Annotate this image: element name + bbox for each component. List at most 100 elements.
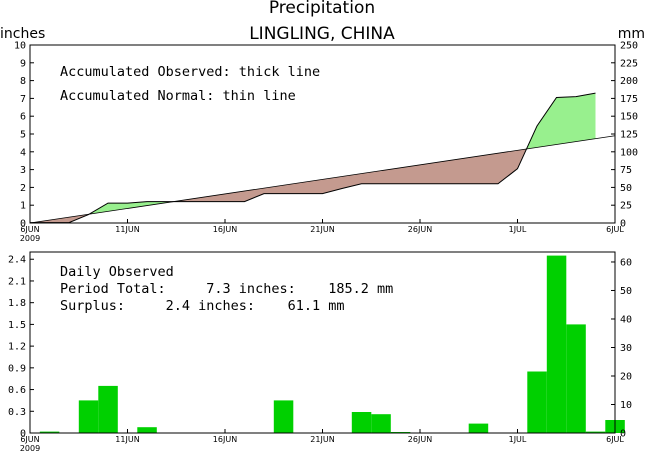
y-tick-label-left: 1.5 (8, 320, 26, 331)
y-tick-label-right: 200 (620, 76, 638, 87)
daily-panel: 0 0.3 0.6 0.9 1.2 1.5 1.8 2.1 2.4 0 10 20 30 40 50 60 6J… (8, 251, 632, 453)
daily-bar (78, 400, 99, 433)
y-tick-label-right: 40 (620, 314, 632, 325)
daily-bar (137, 427, 157, 433)
y-tick-label-right: 0 (620, 219, 626, 230)
normal-line (29, 135, 616, 224)
chart-subtitle: LINGLING, CHINA (249, 24, 395, 44)
y-tick-label-left: 0 (20, 429, 26, 440)
daily-bar (468, 423, 489, 433)
observed-line (30, 92, 596, 224)
x-tick-label: 26JUN (408, 225, 432, 234)
accumulated-panel: 0123456789100255075100125150175200225250… (14, 41, 638, 244)
y-tick-label-right: 75 (620, 165, 632, 176)
daily-bar (351, 412, 372, 433)
x-tick-label: 16JUN (213, 225, 237, 234)
deficit-area (459, 156, 479, 184)
deficit-area (225, 191, 245, 202)
y-tick-label-right: 50 (620, 286, 632, 297)
surplus-area (127, 201, 147, 209)
surplus-area (556, 96, 576, 145)
deficit-area (264, 185, 284, 194)
y-tick-label-right: 0 (620, 429, 626, 440)
deficit-area (478, 153, 498, 184)
deficit-area (420, 161, 440, 184)
y-tick-label-left: 0 (20, 219, 26, 230)
y-tick-label-right: 250 (620, 41, 638, 52)
y-tick-label-left: 0.3 (8, 407, 26, 418)
surplus-area (576, 93, 596, 142)
x-tick-label: 16JUN (213, 435, 237, 444)
annotation-period-total: Period Total: 7.3 inches: 185.2 mm (60, 281, 393, 297)
annotation-surplus: Surplus: 2.4 inches: 61.1 mm (60, 298, 344, 314)
y-tick-label-left: 2 (20, 183, 26, 194)
x-tick-label: 1JUL (509, 225, 527, 234)
daily-bar (585, 431, 606, 433)
x-tick-label: 11JUN (115, 225, 139, 234)
y-tick-label-right: 175 (620, 94, 638, 105)
deficit-area (186, 196, 206, 202)
y-tick-label-left: 3 (20, 165, 26, 176)
y-tick-label-left: 2.1 (8, 276, 26, 287)
y-tick-label-left: 9 (20, 58, 26, 69)
x-tick-label: 6JUN (20, 225, 39, 234)
y-tick-label-right: 50 (620, 183, 632, 194)
y-tick-label-left: 1.8 (8, 298, 26, 309)
daily-bar (39, 431, 60, 433)
y-tick-label-right: 60 (620, 257, 632, 268)
y-tick-label-left: 1 (20, 201, 26, 212)
y-tick-label-right: 30 (620, 343, 632, 354)
y-tick-label-left: 0.9 (8, 363, 26, 374)
y-tick-label-left: 1.2 (8, 342, 26, 353)
deficit-area (49, 217, 69, 223)
y-tick-label-right: 25 (620, 201, 632, 212)
daily-bar (273, 400, 294, 433)
y-tick-label-left: 0.6 (8, 385, 26, 396)
y-tick-label-left: 7 (20, 94, 26, 105)
y-tick-label-right: 125 (620, 130, 638, 141)
deficit-area (400, 164, 420, 184)
annotation-normal: Accumulated Normal: thin line (60, 88, 296, 104)
y-tick-label-right: 150 (620, 112, 638, 123)
daily-bar (98, 385, 118, 433)
x-year-label: 2009 (20, 234, 40, 243)
y-tick-label-left: 2.4 (8, 255, 26, 266)
x-tick-label: 1JUL (509, 435, 527, 444)
x-tick-label: 6JUN (20, 435, 39, 444)
y-tick-label-right: 225 (620, 58, 638, 69)
x-tick-label: 11JUN (115, 435, 139, 444)
x-tick-label: 6JUL (606, 435, 624, 444)
deficit-area (439, 159, 459, 184)
deficit-area (205, 193, 225, 202)
deficit-area (303, 179, 323, 194)
y-tick-label-left: 4 (20, 147, 26, 158)
daily-bar (546, 255, 567, 433)
deficit-area (498, 150, 518, 184)
y-tick-label-left: 8 (20, 76, 26, 87)
annotation-observed: Accumulated Observed: thick line (60, 64, 320, 80)
chart-title: Precipitation (269, 0, 375, 18)
deficit-area (381, 167, 401, 184)
y-tick-label-right: 100 (620, 147, 638, 158)
daily-bar (371, 414, 391, 433)
left-axis-unit: inches (0, 26, 45, 42)
x-year-label: 2009 (20, 444, 40, 453)
deficit-area (244, 188, 264, 202)
annotation-daily: Daily Observed (60, 264, 174, 280)
y-tick-label-left: 5 (20, 130, 26, 141)
y-tick-label-left: 6 (20, 112, 26, 123)
deficit-area (361, 170, 381, 184)
daily-bar (566, 324, 586, 433)
x-tick-label: 26JUN (408, 435, 432, 444)
surplus-area (108, 203, 128, 212)
y-tick-label-right: 10 (620, 400, 632, 411)
x-tick-label: 21JUN (310, 435, 334, 444)
daily-bar (527, 371, 547, 433)
x-tick-label: 6JUL (606, 225, 624, 234)
deficit-area (283, 182, 303, 194)
x-tick-label: 21JUN (310, 225, 334, 234)
y-tick-label-right: 20 (620, 371, 632, 382)
right-axis-unit: mm (618, 26, 645, 42)
y-tick-label-left: 10 (14, 41, 26, 52)
